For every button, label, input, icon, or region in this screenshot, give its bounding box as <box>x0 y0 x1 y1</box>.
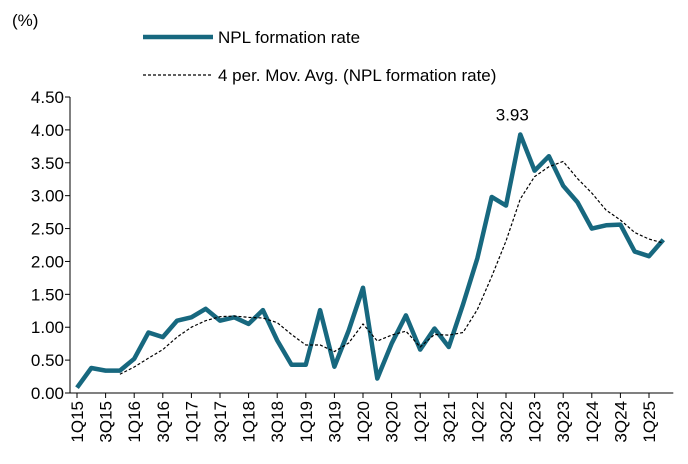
x-tick-label: 1Q15 <box>68 401 87 443</box>
y-tick-label: 2.50 <box>31 220 64 239</box>
y-tick-label: 0.00 <box>31 384 64 403</box>
y-tick-label: 3.50 <box>31 154 64 173</box>
y-tick-label: 3.00 <box>31 187 64 206</box>
series-line <box>75 132 665 390</box>
y-axis-label: (%) <box>12 11 38 30</box>
y-tick-label: 2.00 <box>31 252 64 271</box>
x-tick-label: 1Q23 <box>526 401 545 443</box>
y-tick-label: 4.50 <box>31 88 64 107</box>
x-tick-label: 3Q20 <box>383 401 402 443</box>
x-tick-label: 3Q24 <box>611 401 630 443</box>
y-tick-label: 0.50 <box>31 351 64 370</box>
x-tick-label: 1Q19 <box>297 401 316 443</box>
x-tick-label: 3Q22 <box>497 401 516 443</box>
x-tick-label: 1Q18 <box>240 401 259 443</box>
x-tick-label: 3Q15 <box>97 401 116 443</box>
y-tick-label: 4.00 <box>31 121 64 140</box>
x-tick-label: 3Q16 <box>154 401 173 443</box>
y-tick-label: 1.00 <box>31 318 64 337</box>
x-tick-label: 1Q24 <box>583 401 602 443</box>
x-tick-label: 1Q17 <box>182 401 201 443</box>
x-tick-label: 3Q23 <box>554 401 573 443</box>
x-tick-label: 3Q19 <box>325 401 344 443</box>
x-tick-label: 1Q21 <box>411 401 430 443</box>
series-line <box>119 160 664 375</box>
x-tick-label: 1Q22 <box>468 401 487 443</box>
x-tick-label: 1Q20 <box>354 401 373 443</box>
x-tick-label: 1Q16 <box>125 401 144 443</box>
x-tick-label: 1Q25 <box>640 401 659 443</box>
y-tick-label: 1.50 <box>31 285 64 304</box>
x-tick-label: 3Q18 <box>268 401 287 443</box>
legend-label: 4 per. Mov. Avg. (NPL formation rate) <box>218 66 496 85</box>
x-tick-label: 3Q21 <box>440 401 459 443</box>
legend-label: NPL formation rate <box>218 28 360 47</box>
x-tick-label: 3Q17 <box>211 401 230 443</box>
data-label: 3.93 <box>496 105 529 124</box>
